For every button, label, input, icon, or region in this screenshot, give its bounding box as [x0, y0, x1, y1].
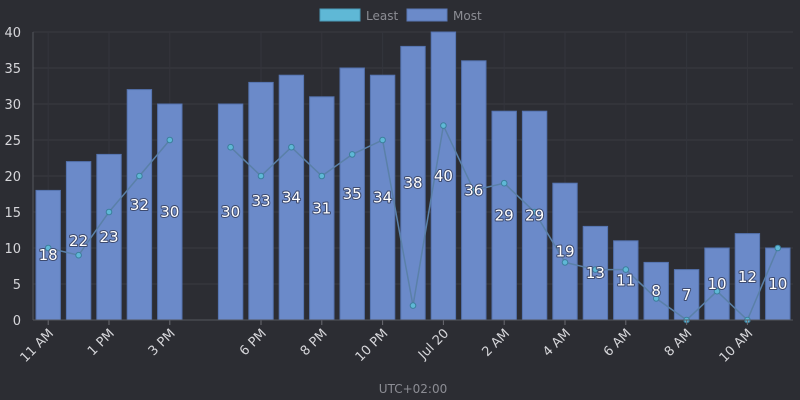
x-tick-label: 6 AM [601, 326, 635, 360]
point-least[interactable] [440, 122, 447, 129]
point-least[interactable] [227, 143, 234, 151]
x-tick-label: 2 AM [479, 326, 513, 360]
data-label: 18 [39, 246, 58, 264]
data-label: 22 [69, 232, 88, 250]
y-tick-label: 20 [4, 170, 21, 185]
bar-most[interactable] [248, 81, 274, 321]
point-least[interactable] [774, 244, 782, 252]
bar-most[interactable] [734, 233, 761, 321]
bar-most[interactable] [765, 247, 791, 321]
data-label: 38 [403, 174, 422, 192]
point-least[interactable] [379, 136, 386, 144]
data-label: 32 [130, 196, 149, 214]
data-label: 34 [373, 189, 392, 207]
bar-most[interactable] [65, 161, 92, 321]
point-least[interactable] [409, 302, 417, 309]
data-label: 23 [99, 228, 118, 246]
point-least[interactable] [288, 143, 295, 151]
legend-label-most[interactable]: Most [453, 9, 482, 23]
x-tick-label: 6 PM [237, 326, 270, 359]
y-tick-label: 30 [4, 98, 21, 113]
point-least[interactable] [592, 266, 599, 273]
data-label: 29 [495, 207, 514, 225]
data-label: 30 [221, 203, 240, 221]
data-label: 11 [616, 271, 635, 289]
point-least[interactable] [622, 266, 630, 273]
point-least[interactable] [531, 208, 538, 216]
bars-most [35, 31, 791, 321]
bar-most[interactable] [369, 74, 396, 321]
point-least[interactable] [44, 244, 52, 252]
x-tick-label: 11 AM [18, 326, 57, 365]
point-least[interactable] [470, 187, 478, 194]
data-label: 29 [525, 207, 544, 225]
bar-most[interactable] [400, 45, 426, 321]
data-label: 8 [651, 282, 661, 300]
y-tick-label: 40 [4, 26, 21, 41]
bar-most[interactable] [491, 110, 517, 321]
data-label: 30 [160, 203, 179, 221]
bar-most[interactable] [521, 110, 548, 321]
bar-most[interactable] [278, 74, 305, 321]
y-tick-label: 0 [13, 314, 21, 329]
point-least[interactable] [318, 172, 326, 180]
data-label: 40 [434, 167, 453, 185]
bar-most[interactable] [96, 153, 122, 321]
bar-most[interactable] [35, 189, 61, 321]
legend-swatch-least[interactable] [319, 8, 361, 22]
y-tick-label: 15 [4, 206, 21, 221]
data-label: 7 [682, 286, 692, 304]
x-tick-label: 10 PM [353, 326, 392, 365]
y-tick-label: 5 [13, 278, 21, 293]
legend[interactable]: Least Most [319, 8, 482, 23]
x-tick-label: 1 PM [85, 326, 118, 359]
x-tick-label: 8 AM [662, 326, 696, 360]
data-label: 10 [707, 275, 726, 293]
point-least[interactable] [561, 259, 569, 266]
y-tick-label: 10 [4, 242, 21, 257]
bar-most[interactable] [582, 225, 609, 321]
point-least[interactable] [652, 295, 660, 302]
x-tick-label: 4 AM [540, 326, 574, 360]
legend-swatch-most[interactable] [406, 8, 448, 22]
data-label: 35 [343, 185, 362, 203]
point-least[interactable] [713, 287, 721, 295]
data-label: 19 [555, 243, 574, 261]
x-tick-label: 10 AM [717, 326, 756, 365]
y-tick-label: 25 [4, 134, 21, 149]
data-label: 36 [464, 181, 483, 199]
data-label: 10 [768, 275, 787, 293]
x-tick-label: 8 PM [298, 326, 331, 359]
point-least[interactable] [348, 151, 356, 158]
x-tick-label: Jul 20 [415, 326, 452, 363]
data-label: 12 [738, 268, 757, 286]
data-label: 34 [282, 189, 301, 207]
bar-most[interactable] [126, 89, 153, 321]
x-tick-label: 3 PM [146, 326, 179, 359]
point-least[interactable] [500, 179, 508, 187]
x-axis-title: UTC+02:00 [379, 382, 447, 396]
bar-most[interactable] [552, 182, 578, 321]
point-least[interactable] [105, 208, 113, 216]
point-least[interactable] [136, 172, 143, 180]
data-label: 31 [312, 199, 331, 217]
data-label: 33 [251, 192, 270, 210]
data-label: 13 [586, 264, 605, 282]
data-labels: 18 22 23 32 30 30 33 34 31 35 34 38 40 36 29 29 19 13 11 8 7… [38, 166, 789, 305]
bar-most[interactable] [704, 247, 730, 321]
point-least[interactable] [75, 251, 82, 259]
legend-label-least[interactable]: Least [366, 9, 398, 23]
point-least[interactable] [166, 136, 174, 144]
point-least[interactable] [257, 172, 265, 180]
y-tick-label: 35 [4, 62, 21, 77]
